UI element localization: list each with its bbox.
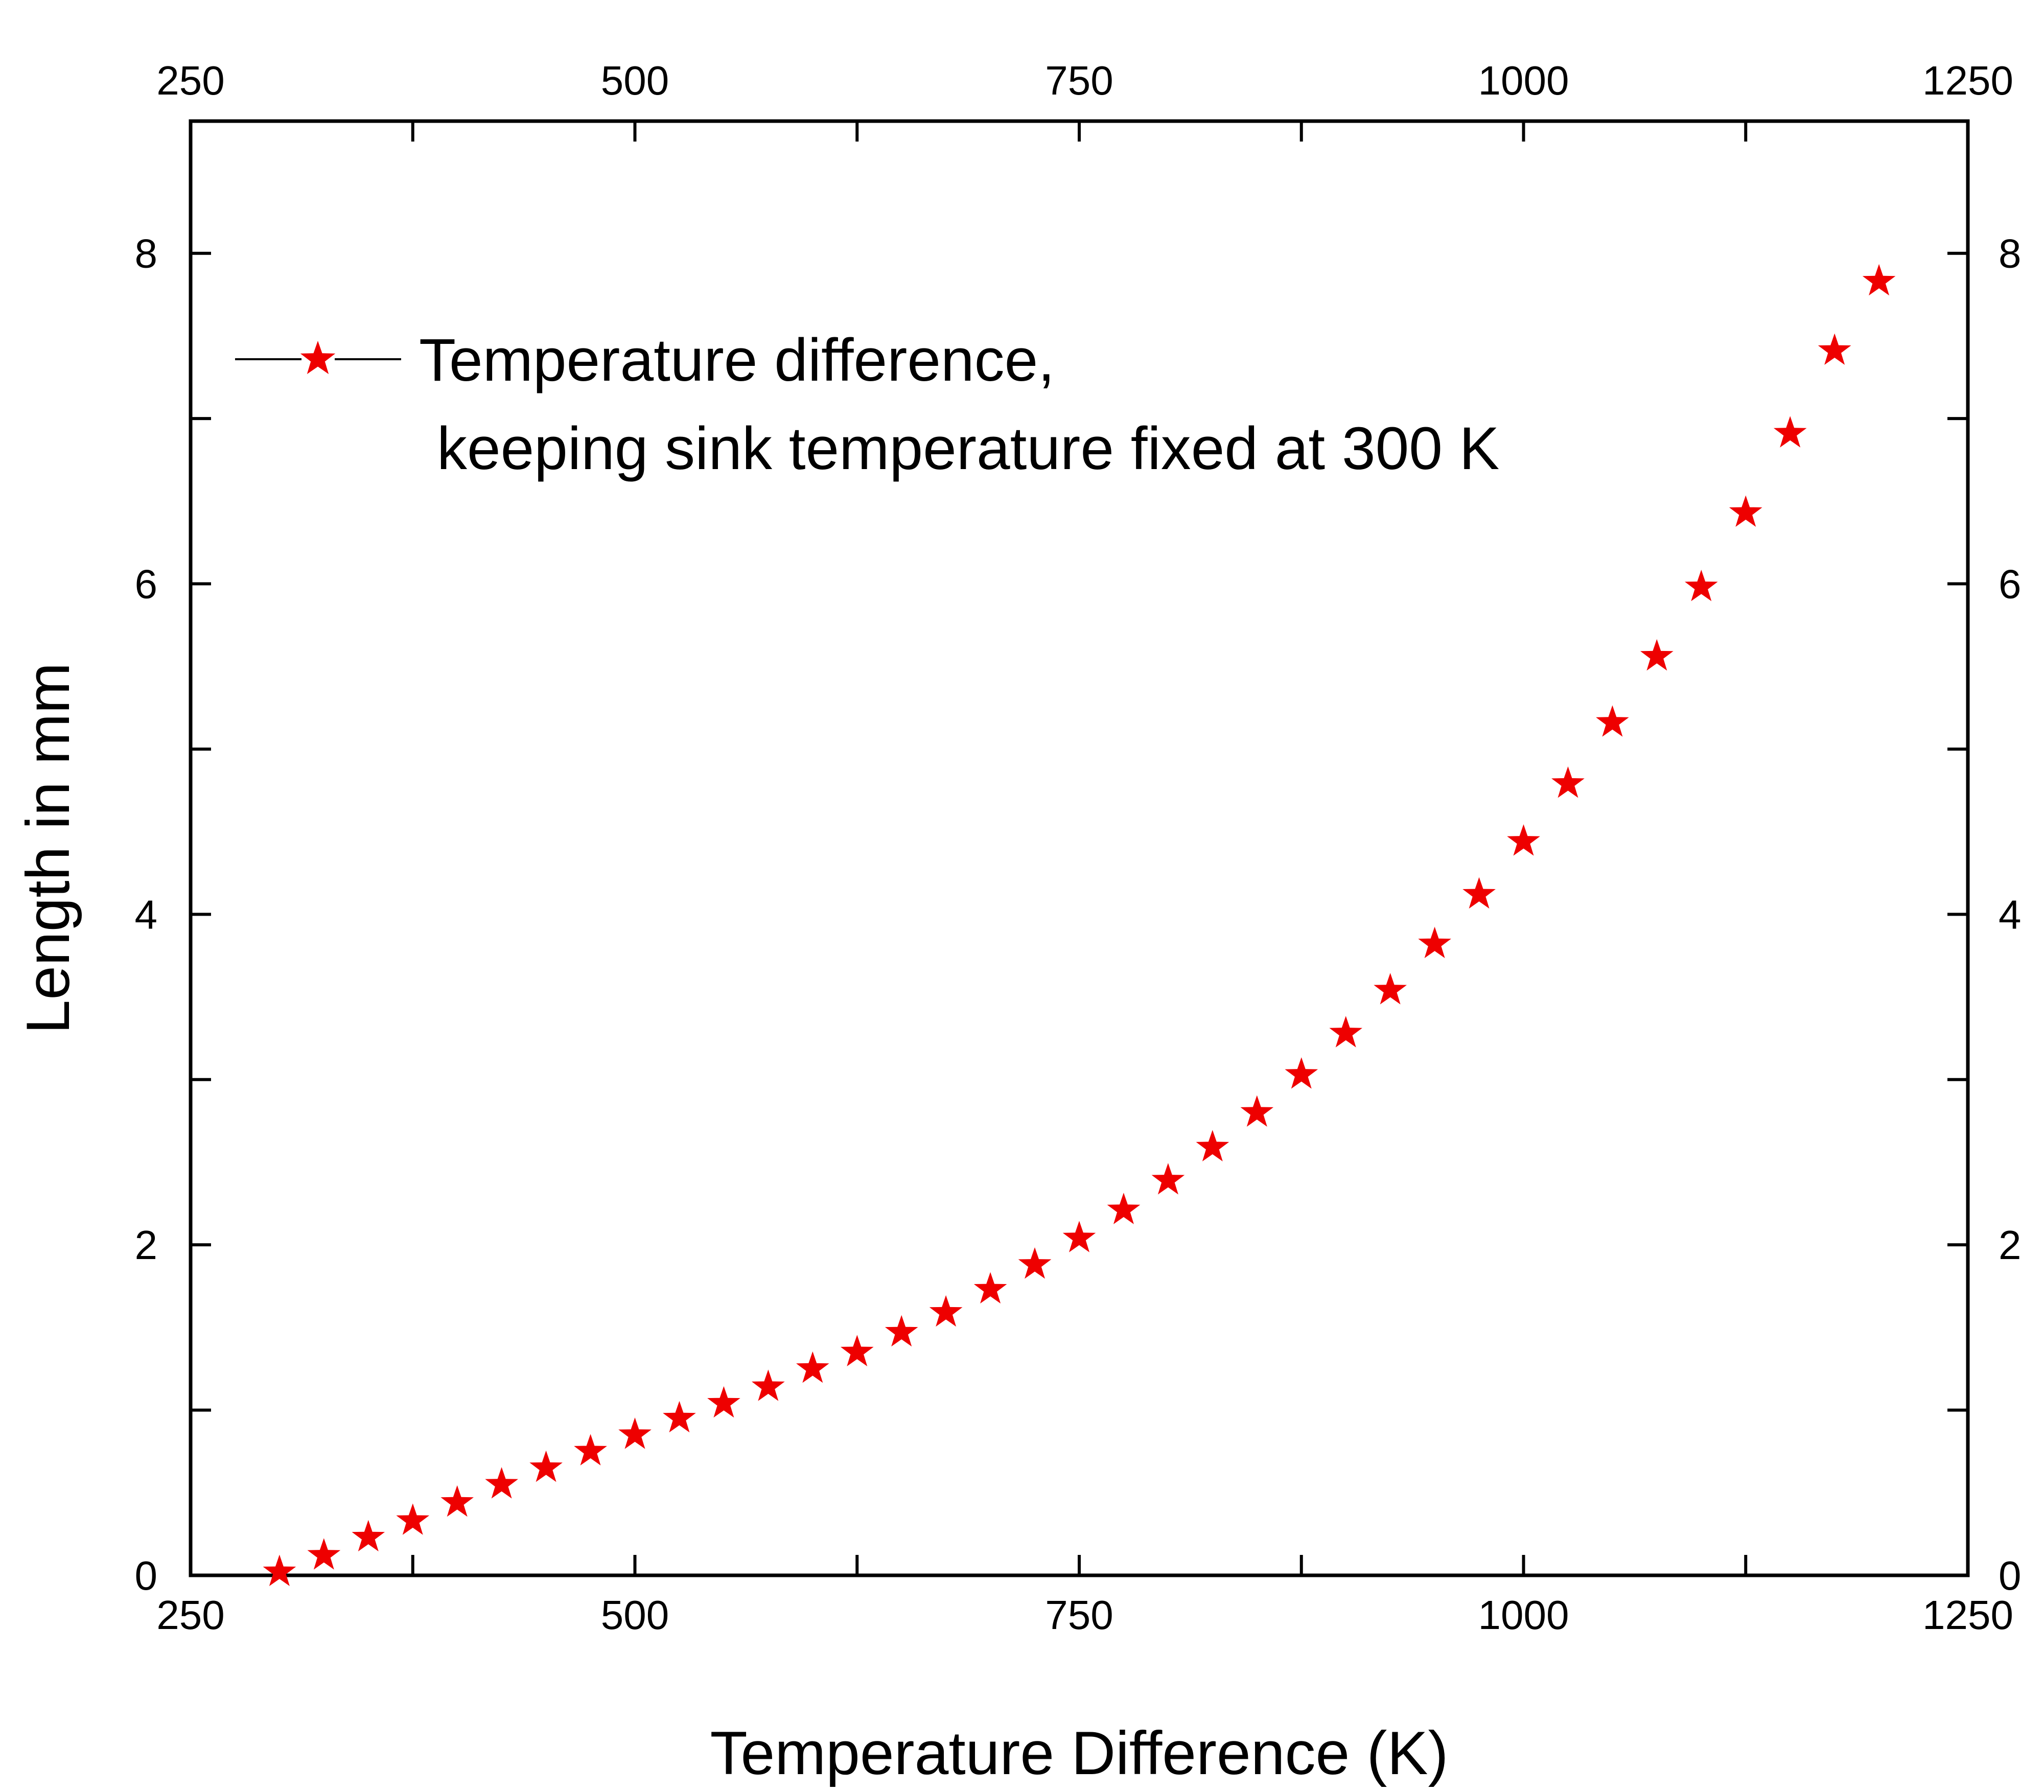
data-point-star xyxy=(352,1520,385,1552)
data-point-star xyxy=(1196,1130,1229,1161)
data-point-star xyxy=(1729,495,1762,527)
y-tick-label-left: 8 xyxy=(135,231,158,276)
x-tick-label-top: 1000 xyxy=(1478,58,1569,103)
data-point-star xyxy=(663,1401,696,1433)
data-point-star xyxy=(574,1434,607,1465)
data-point-star xyxy=(840,1335,874,1366)
x-axis-title: Temperature Difference (K) xyxy=(710,1719,1448,1787)
y-tick-label-left: 6 xyxy=(135,562,158,607)
data-point-star xyxy=(1285,1057,1318,1089)
data-point-star xyxy=(1462,877,1496,909)
data-point-star xyxy=(1240,1095,1274,1127)
data-point-star xyxy=(973,1272,1007,1304)
data-point-star xyxy=(263,1554,296,1586)
data-point-star xyxy=(1062,1221,1096,1252)
tick-marks xyxy=(189,121,1969,1577)
x-tick-label-bottom: 1000 xyxy=(1478,1592,1569,1638)
legend-star-marker xyxy=(300,341,336,375)
data-point-star xyxy=(1107,1193,1141,1224)
data-point-star xyxy=(1374,973,1407,1005)
data-point-star xyxy=(885,1315,918,1347)
data-point-star xyxy=(796,1351,829,1383)
data-point-star xyxy=(707,1386,740,1418)
x-tick-label-bottom: 250 xyxy=(156,1592,224,1638)
x-tick-label-top: 750 xyxy=(1045,58,1113,103)
data-point-star xyxy=(485,1467,518,1499)
data-point-star xyxy=(1018,1247,1052,1279)
data-point-star xyxy=(529,1450,563,1482)
data-point-star xyxy=(929,1295,963,1327)
data-point-star xyxy=(1685,570,1718,601)
data-point-star xyxy=(307,1538,341,1570)
data-point-star xyxy=(618,1417,652,1449)
x-tick-label-bottom: 500 xyxy=(601,1592,669,1638)
legend-text-line2: keeping sink temperature fixed at 300 K xyxy=(437,415,1499,482)
y-tick-label-left: 0 xyxy=(135,1553,158,1598)
x-tick-label-top: 1250 xyxy=(1922,58,2013,103)
y-tick-label-right: 6 xyxy=(1999,562,2022,607)
data-point-star xyxy=(440,1485,474,1517)
data-point-star xyxy=(1862,264,1896,296)
data-point-star xyxy=(1329,1016,1362,1048)
y-tick-label-right: 0 xyxy=(1999,1553,2022,1598)
data-point-star xyxy=(396,1503,430,1535)
x-tick-label-top: 500 xyxy=(601,58,669,103)
data-point-star xyxy=(752,1369,785,1401)
data-point-star xyxy=(1507,824,1540,856)
x-tick-label-bottom: 750 xyxy=(1045,1592,1113,1638)
y-tick-label-left: 4 xyxy=(135,892,158,937)
data-point-star xyxy=(1818,333,1851,365)
legend-text-line1: Temperature difference, xyxy=(419,327,1055,394)
legend: Temperature difference, keeping sink tem… xyxy=(235,327,1499,482)
y-tick-label-right: 4 xyxy=(1999,892,2022,937)
data-points xyxy=(263,264,1896,1586)
data-point-star xyxy=(1596,705,1629,737)
data-point-star xyxy=(1418,926,1451,959)
y-axis-title: Length in mm xyxy=(14,662,82,1034)
data-point-star xyxy=(1151,1163,1185,1195)
data-point-star xyxy=(1640,639,1674,671)
x-tick-label-top: 250 xyxy=(156,58,224,103)
x-tick-label-bottom: 1250 xyxy=(1922,1592,2013,1638)
data-point-star xyxy=(1773,416,1807,448)
y-tick-label-right: 8 xyxy=(1999,231,2022,276)
y-tick-label-left: 2 xyxy=(135,1222,158,1268)
data-point-star xyxy=(1551,766,1585,798)
y-tick-label-right: 2 xyxy=(1999,1222,2022,1268)
